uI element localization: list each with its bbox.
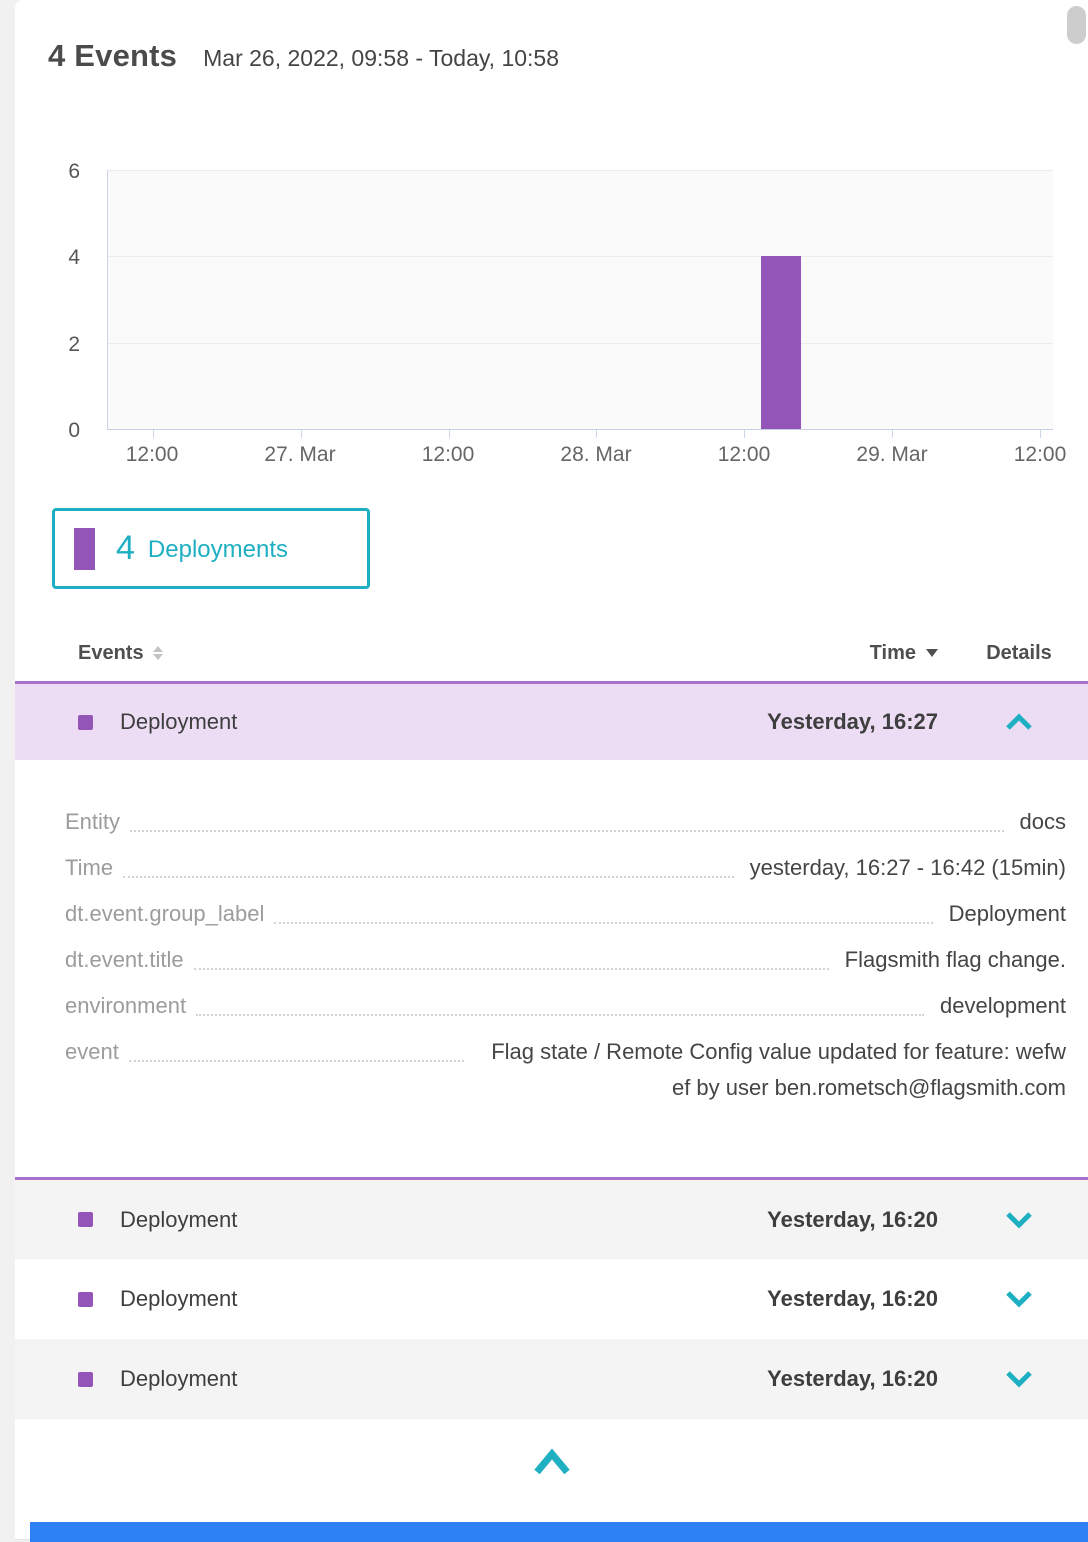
chevron-down-icon xyxy=(1006,1211,1032,1229)
detail-row: environment development xyxy=(65,988,1066,1024)
event-row[interactable]: Deployment Yesterday, 16:20 xyxy=(15,1180,1088,1259)
dotted-leader xyxy=(193,968,829,970)
event-type-label: Deployment xyxy=(120,1286,238,1311)
dotted-leader xyxy=(274,922,933,924)
deployment-square-icon xyxy=(78,1291,93,1307)
events-header-label: Events xyxy=(78,641,144,664)
x-axis-tick-label: 12:00 xyxy=(125,443,179,466)
detail-label: environment xyxy=(65,993,187,1018)
detail-row: Entity docs xyxy=(65,804,1066,840)
event-row[interactable]: Deployment Yesterday, 16:20 xyxy=(15,1259,1088,1339)
timeframe-label: Mar 26, 2022, 09:58 - Today, 10:58 xyxy=(203,45,560,71)
detail-label: Time xyxy=(65,855,114,880)
scrollbar-thumb[interactable] xyxy=(1067,6,1086,44)
expand-row-button[interactable] xyxy=(974,1370,1064,1388)
event-row-expanded[interactable]: Deployment Yesterday, 16:27 xyxy=(15,681,1088,760)
detail-label: Entity xyxy=(65,809,121,834)
detail-value: Deployment xyxy=(948,901,1066,926)
deployments-swatch xyxy=(74,527,95,570)
detail-value: yesterday, 16:27 - 16:42 (15min) xyxy=(749,855,1066,880)
detail-value: Flag state / Remote Config value updated… xyxy=(491,1039,1066,1100)
deployment-bar[interactable] xyxy=(761,256,802,429)
deployment-square-icon xyxy=(78,714,93,730)
y-axis-tick-label: 4 xyxy=(68,246,80,269)
legend-count: 4 xyxy=(116,529,135,567)
gridline xyxy=(108,342,1053,344)
event-type-label: Deployment xyxy=(120,709,238,734)
event-details-panel: Entity docs Time yesterday, 16:27 - 16:4… xyxy=(15,760,1088,1180)
column-header-details: Details xyxy=(974,642,1064,665)
events-panel: 4 Events Mar 26, 2022, 09:58 - Today, 10… xyxy=(15,0,1088,1540)
expand-row-button[interactable] xyxy=(974,1211,1064,1229)
dotted-leader xyxy=(196,1014,925,1016)
x-axis-tick xyxy=(300,430,302,438)
collapse-row-button[interactable] xyxy=(974,713,1064,731)
x-axis-tick xyxy=(152,430,154,438)
chevron-down-icon xyxy=(1006,1371,1032,1388)
x-axis-tick-label: 12:00 xyxy=(1013,443,1067,466)
x-axis-tick xyxy=(448,430,450,438)
detail-row: dt.event.title Flagsmith flag change. xyxy=(65,942,1066,978)
deployment-square-icon xyxy=(78,1212,93,1227)
chevron-down-icon xyxy=(1006,1291,1032,1308)
y-axis-tick-label: 2 xyxy=(68,333,80,356)
event-time: Yesterday, 16:20 xyxy=(767,1206,938,1232)
dotted-leader xyxy=(130,830,1004,832)
gridline xyxy=(108,170,1053,171)
detail-row: event Flag state / Remote Config value u… xyxy=(65,1034,1066,1106)
bottom-blue-bar xyxy=(30,1522,1088,1542)
y-axis-tick-label: 0 xyxy=(68,419,80,442)
dotted-leader xyxy=(123,876,734,878)
event-row[interactable]: Deployment Yesterday, 16:20 xyxy=(15,1339,1088,1419)
events-count-title: 4 Events xyxy=(48,38,178,73)
time-header-label: Time xyxy=(869,641,916,664)
sort-icon xyxy=(152,646,163,660)
caret-down-icon xyxy=(926,649,938,657)
detail-label: dt.event.title xyxy=(65,947,184,972)
x-axis-tick-label: 28. Mar xyxy=(560,443,632,466)
detail-value: docs xyxy=(1019,809,1066,834)
dotted-leader xyxy=(128,1060,464,1062)
column-header-events[interactable]: Events xyxy=(78,642,163,665)
expand-row-button[interactable] xyxy=(974,1290,1064,1308)
legend-label: Deployments xyxy=(147,535,288,563)
column-header-time[interactable]: Time xyxy=(708,642,938,665)
detail-label: event xyxy=(65,1039,119,1064)
deployment-square-icon xyxy=(78,1371,93,1387)
x-axis-tick-label: 27. Mar xyxy=(264,443,336,466)
x-axis-tick-label: 29. Mar xyxy=(856,443,928,466)
detail-label: dt.event.group_label xyxy=(65,901,265,926)
collapse-panel-button[interactable] xyxy=(15,1448,1088,1476)
event-time: Yesterday, 16:27 xyxy=(767,709,938,734)
panel-header: 4 Events Mar 26, 2022, 09:58 - Today, 10… xyxy=(48,38,559,74)
x-axis-tick xyxy=(596,430,598,438)
table-header-row: Events Time Details xyxy=(15,625,1088,681)
detail-value: development xyxy=(940,993,1066,1018)
event-type-label: Deployment xyxy=(120,1206,238,1232)
x-axis-tick xyxy=(744,430,746,438)
detail-row: Time yesterday, 16:27 - 16:42 (15min) xyxy=(65,850,1066,886)
event-time: Yesterday, 16:20 xyxy=(767,1366,938,1391)
chevron-up-icon xyxy=(1006,713,1032,730)
detail-value: Flagsmith flag change. xyxy=(844,947,1066,972)
events-table: Events Time Details Deployment Yesterday… xyxy=(15,625,1088,1419)
legend-deployments-toggle[interactable]: 4 Deployments xyxy=(52,508,370,589)
timeline-chart xyxy=(107,170,1053,438)
gridline xyxy=(108,256,1053,258)
chevron-up-icon xyxy=(533,1448,570,1475)
x-axis-tick xyxy=(892,430,894,438)
details-header-label: Details xyxy=(986,641,1052,664)
x-axis-tick-label: 12:00 xyxy=(421,443,475,466)
y-axis-tick-label: 6 xyxy=(68,160,80,183)
event-type-label: Deployment xyxy=(120,1366,238,1391)
x-axis-tick-label: 12:00 xyxy=(717,443,771,466)
x-axis-tick xyxy=(1040,430,1042,438)
detail-row: dt.event.group_label Deployment xyxy=(65,896,1066,932)
event-time: Yesterday, 16:20 xyxy=(767,1286,938,1311)
